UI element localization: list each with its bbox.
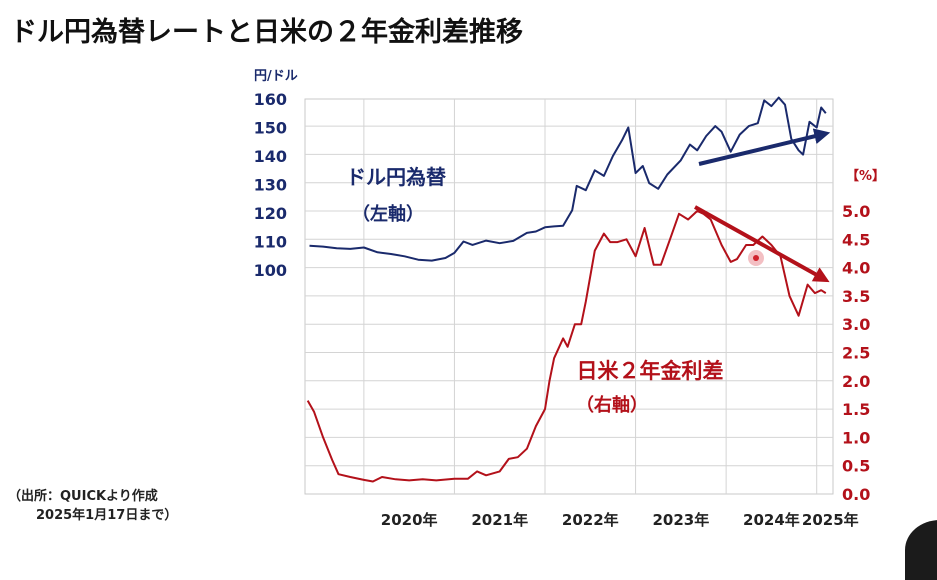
right-axis-tick: 1.0 — [842, 428, 870, 447]
right-axis-tick: 2.5 — [842, 344, 870, 363]
series-label-usdjpy-axis: （左軸） — [352, 203, 424, 225]
x-tick-label: 2024年 — [743, 511, 800, 529]
plot-frame — [304, 98, 834, 495]
source-line-2: 2025年1月17日まで） — [36, 508, 178, 523]
right-axis-tick: 4.0 — [842, 259, 870, 278]
series-label-usdjpy: ドル円為替 — [346, 165, 446, 189]
left-axis-tick: 160 — [254, 90, 287, 109]
source-note: （出所：QUICKより作成 2025年1月17日まで） — [8, 487, 177, 525]
chart-area: 2020年 2021年 2022年 2023年 2024年 2025年 100 110 120 1… — [254, 69, 885, 529]
usd-jpy-line — [309, 96, 827, 262]
left-axis-tick: 100 — [254, 261, 287, 280]
right-axis-tick: 2.0 — [842, 372, 870, 391]
right-axis-tick: 3.5 — [842, 287, 870, 306]
right-axis-unit: 【%】 — [846, 168, 885, 184]
left-axis-tick: 130 — [254, 176, 287, 195]
left-axis-tick: 110 — [254, 233, 287, 252]
x-tick-label: 2022年 — [562, 511, 619, 529]
series-label-spread: 日米２年金利差 — [577, 359, 724, 383]
x-tick-label: 2020年 — [381, 511, 438, 529]
x-tick-label: 2023年 — [652, 511, 709, 529]
x-tick-label: 2025年 — [802, 511, 859, 529]
left-axis-unit: 円/ドル — [254, 69, 298, 84]
left-axis-tick: 120 — [254, 204, 287, 223]
left-axis-tick: 140 — [254, 147, 287, 166]
trend-arrow-down — [694, 205, 830, 283]
right-axis-tick: 1.5 — [842, 400, 870, 419]
chart-title: ドル円為替レートと日米の２年金利差推移 — [10, 17, 523, 48]
source-line-1: （出所：QUICKより作成 — [8, 489, 158, 504]
x-tick-label: 2021年 — [471, 511, 528, 529]
right-axis-tick: 5.0 — [842, 202, 870, 221]
right-axis-tick: 0.5 — [842, 457, 870, 476]
right-axis-tick: 3.0 — [842, 315, 870, 334]
right-axis-tick: 4.5 — [842, 230, 870, 249]
pointer-dot — [753, 255, 759, 261]
trend-arrow-up — [698, 128, 831, 166]
left-axis-tick: 150 — [254, 119, 287, 138]
rate-spread-line — [306, 210, 827, 483]
right-axis-tick: 0.0 — [842, 485, 870, 504]
series-label-spread-axis: （右軸） — [576, 394, 648, 416]
